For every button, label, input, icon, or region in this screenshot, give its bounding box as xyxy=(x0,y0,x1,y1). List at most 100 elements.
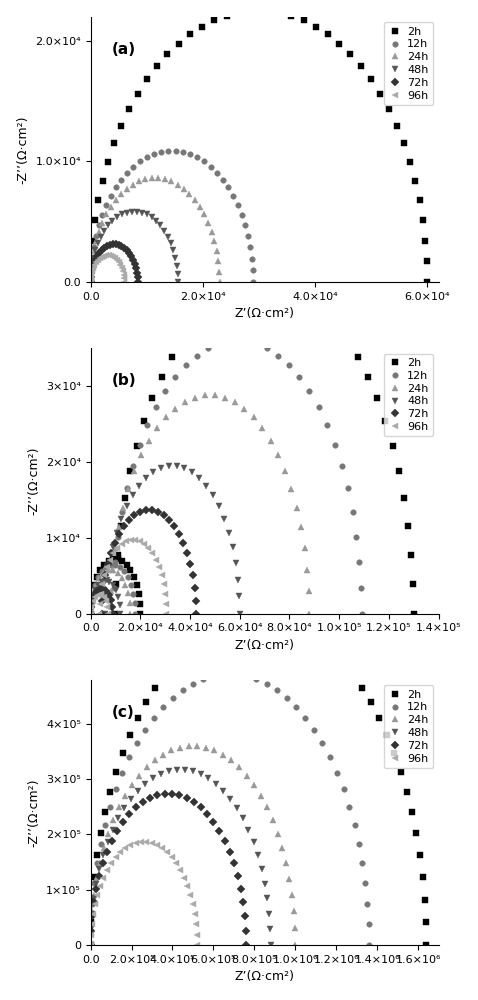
96h xyxy=(181,872,187,884)
72h xyxy=(135,271,141,283)
96h xyxy=(112,252,118,264)
X-axis label: Z’(Ω·cm²): Z’(Ω·cm²) xyxy=(235,970,294,983)
72h xyxy=(143,504,149,516)
12h xyxy=(190,678,196,690)
96h xyxy=(91,259,97,271)
72h xyxy=(101,242,107,254)
12h xyxy=(324,419,330,431)
12h xyxy=(90,588,96,600)
72h xyxy=(135,276,141,288)
48h xyxy=(203,480,209,492)
72h xyxy=(162,788,167,800)
72h xyxy=(91,896,97,908)
24h xyxy=(192,194,197,206)
24h xyxy=(294,502,300,514)
12h xyxy=(354,531,359,543)
24h xyxy=(96,226,101,238)
2h xyxy=(250,613,255,625)
48h xyxy=(89,908,95,920)
72h xyxy=(113,238,119,250)
96h xyxy=(154,839,160,851)
72h xyxy=(187,558,193,570)
12h xyxy=(249,253,255,265)
2h xyxy=(423,235,428,247)
Line: 12h: 12h xyxy=(88,338,364,616)
24h xyxy=(289,483,294,495)
48h xyxy=(114,211,120,223)
48h xyxy=(113,584,119,596)
12h xyxy=(108,190,114,202)
24h xyxy=(99,217,105,229)
72h xyxy=(102,569,108,581)
72h xyxy=(222,835,228,847)
48h xyxy=(173,252,178,264)
24h xyxy=(87,276,93,288)
2h xyxy=(204,629,209,641)
96h xyxy=(169,851,175,863)
24h xyxy=(236,761,242,773)
72h xyxy=(116,528,122,540)
48h xyxy=(103,575,109,587)
2h xyxy=(285,618,291,630)
72h xyxy=(154,789,160,801)
24h xyxy=(129,779,135,791)
96h xyxy=(115,542,120,554)
2h xyxy=(424,939,429,951)
24h xyxy=(168,175,174,187)
72h xyxy=(181,537,186,549)
24h xyxy=(120,502,126,514)
Text: (c): (c) xyxy=(111,705,134,720)
12h xyxy=(107,801,113,813)
72h xyxy=(211,816,217,828)
96h xyxy=(98,589,104,601)
48h xyxy=(88,923,94,935)
48h xyxy=(88,599,94,611)
12h xyxy=(103,199,109,211)
48h xyxy=(158,768,163,780)
72h xyxy=(126,514,132,526)
48h xyxy=(109,215,115,227)
2h xyxy=(417,849,423,861)
24h xyxy=(108,201,113,213)
24h xyxy=(125,587,131,599)
24h xyxy=(87,608,93,620)
12h xyxy=(117,561,123,573)
2h xyxy=(216,296,221,308)
96h xyxy=(106,249,111,261)
96h xyxy=(194,939,200,951)
24h xyxy=(109,564,115,576)
96h xyxy=(87,608,93,620)
12h xyxy=(274,684,280,696)
48h xyxy=(233,557,239,569)
72h xyxy=(240,896,246,908)
2h xyxy=(91,871,97,883)
2h xyxy=(339,656,345,668)
12h xyxy=(87,276,93,288)
12h xyxy=(222,669,228,681)
24h xyxy=(93,235,98,247)
96h xyxy=(88,269,94,281)
12h xyxy=(253,673,259,685)
72h xyxy=(191,796,196,808)
96h xyxy=(105,608,111,620)
48h xyxy=(105,219,111,231)
2h xyxy=(307,629,313,641)
72h xyxy=(108,547,114,559)
2h xyxy=(120,747,126,759)
96h xyxy=(143,836,149,848)
12h xyxy=(201,155,207,167)
24h xyxy=(186,188,192,200)
24h xyxy=(241,403,247,415)
2h xyxy=(135,712,141,724)
72h xyxy=(140,796,146,808)
72h xyxy=(109,594,114,606)
48h xyxy=(158,219,163,231)
2h xyxy=(94,849,100,861)
12h xyxy=(230,190,236,202)
48h xyxy=(213,778,219,790)
24h xyxy=(212,235,217,247)
2h xyxy=(144,73,150,85)
24h xyxy=(127,597,132,609)
48h xyxy=(221,513,227,525)
72h xyxy=(238,883,243,895)
